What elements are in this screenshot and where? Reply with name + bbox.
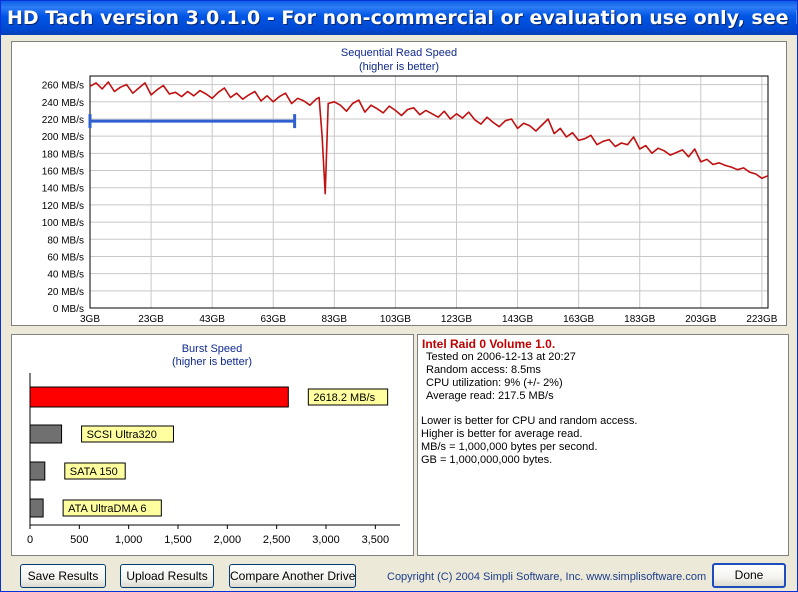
random-access-text: Random access: 8.5ms [426, 364, 541, 376]
y-tick-label: 240 MB/s [42, 98, 84, 109]
y-tick-label: 160 MB/s [42, 167, 84, 178]
read-speed-line [89, 81, 769, 195]
x-tick-label: 203GB [685, 314, 716, 325]
average-read-text: Average read: 217.5 MB/s [426, 390, 554, 402]
x-tick-label: 3GB [80, 314, 100, 325]
burst-x-tick-label: 500 [70, 534, 88, 546]
copyright-text: Copyright (C) 2004 Simpli Software, Inc.… [387, 571, 707, 583]
burst-x-tick-label: 0 [27, 534, 33, 546]
burst-chart-title: Burst Speed [182, 343, 243, 355]
drive-name: Intel Raid 0 Volume 1.0. [422, 337, 556, 351]
chart-title: Sequential Read Speed [341, 47, 457, 59]
y-tick-label: 200 MB/s [42, 132, 84, 143]
y-tick-label: 20 MB/s [47, 287, 84, 298]
chart-subtitle: (higher is better) [359, 61, 439, 73]
y-tick-label: 80 MB/s [47, 235, 84, 246]
burst-bar [29, 461, 46, 481]
note-gb-definition: GB = 1,000,000,000 bytes. [421, 454, 553, 466]
tested-on-text: Tested on 2006-12-13 at 20:27 [426, 351, 576, 363]
compare-another-drive-button[interactable]: Compare Another Drive [229, 564, 356, 588]
burst-chart-subtitle: (higher is better) [172, 356, 252, 368]
y-tick-label: 40 MB/s [47, 270, 84, 281]
y-tick-label: 0 MB/s [53, 304, 84, 315]
upload-results-button[interactable]: Upload Results [120, 564, 214, 588]
y-tick-label: 220 MB/s [42, 115, 84, 126]
burst-bar [29, 424, 63, 444]
drive-info-panel: Intel Raid 0 Volume 1.0. Tested on 2006-… [417, 334, 789, 556]
burst-bar-label: 2618.2 MB/s [313, 392, 375, 404]
cpu-utilization-text: CPU utilization: 9% (+/- 2%) [426, 377, 563, 389]
y-tick-label: 120 MB/s [42, 201, 84, 212]
x-tick-label: 23GB [138, 314, 164, 325]
x-tick-label: 123GB [441, 314, 472, 325]
burst-bar-label-box [64, 462, 126, 480]
done-button[interactable]: Done [712, 563, 786, 588]
window-title-bar[interactable]: HD Tach version 3.0.1.0 - For non-commer… [1, 1, 797, 35]
plot-border [89, 75, 769, 309]
x-tick-label: 43GB [199, 314, 225, 325]
burst-x-tick-label: 2,500 [263, 534, 291, 546]
note-average-read: Higher is better for average read. [421, 428, 583, 440]
burst-bar-label-box [307, 388, 389, 406]
y-tick-label: 60 MB/s [47, 252, 84, 263]
burst-bar [29, 386, 289, 408]
note-mbs-definition: MB/s = 1,000,000 bytes per second. [421, 441, 598, 453]
burst-bar-label-box [81, 425, 174, 443]
burst-speed-chart-panel: Burst Speed (higher is better) 0 500 1,000… [11, 334, 414, 556]
y-tick-label: 180 MB/s [42, 149, 84, 160]
burst-x-tick-label: 2,000 [214, 534, 242, 546]
burst-x-tick-label: 1,500 [164, 534, 192, 546]
x-tick-label: 163GB [563, 314, 594, 325]
sequential-read-chart: Sequential Read Speed (higher is better)… [42, 47, 778, 325]
save-results-button[interactable]: Save Results [20, 564, 106, 588]
burst-speed-chart: Burst Speed (higher is better) 0 500 1,000… [27, 343, 400, 546]
sequential-read-chart-panel: Sequential Read Speed (higher is better)… [11, 41, 787, 326]
x-tick-label: 183GB [624, 314, 655, 325]
y-tick-label: 260 MB/s [42, 81, 84, 92]
x-tick-label: 103GB [380, 314, 411, 325]
burst-bar-label: ATA UltraDMA 6 [68, 503, 146, 515]
burst-x-tick-label: 3,500 [362, 534, 390, 546]
burst-bar-label: SATA 150 [70, 466, 118, 478]
burst-bar [29, 498, 44, 518]
y-tick-label: 140 MB/s [42, 184, 84, 195]
y-tick-label: 100 MB/s [42, 218, 84, 229]
burst-bar-label-box [62, 499, 162, 517]
x-tick-label: 83GB [322, 314, 348, 325]
note-cpu-random: Lower is better for CPU and random acces… [421, 415, 638, 427]
plot-area [89, 75, 769, 309]
burst-bar-label: SCSI Ultra320 [87, 429, 157, 441]
x-tick-label: 143GB [502, 314, 533, 325]
x-tick-label: 63GB [260, 314, 286, 325]
burst-x-tick-label: 3,000 [312, 534, 340, 546]
x-tick-label: 223GB [746, 314, 777, 325]
burst-x-tick-label: 1,000 [115, 534, 143, 546]
